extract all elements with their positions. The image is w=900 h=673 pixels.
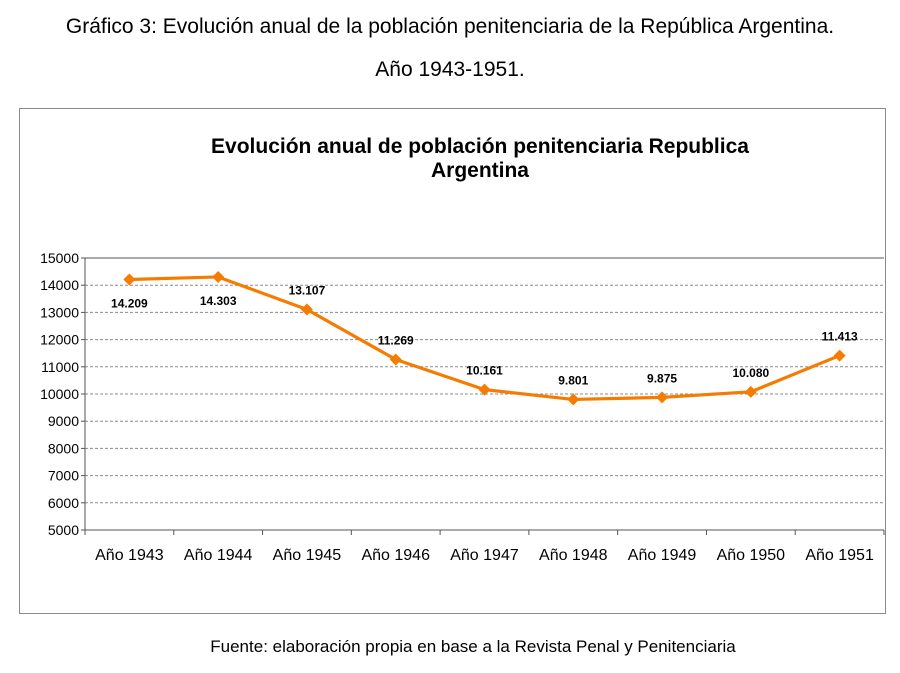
data-label: 9.875 xyxy=(647,371,677,385)
figure-caption-line2: Año 1943-1951. xyxy=(375,58,525,81)
y-tick-label: 5000 xyxy=(48,522,79,538)
line-chart: 15000 14000 13000 12000 11000 10000 9000 8000 70… xyxy=(40,250,885,564)
chart-title: Evolución anual de población penitenciar… xyxy=(211,135,749,182)
data-point-marker xyxy=(300,303,313,316)
data-label: 14.209 xyxy=(111,297,148,311)
x-tick-label: Año 1946 xyxy=(361,547,430,564)
data-point-marker xyxy=(656,391,669,404)
x-tick-label: Año 1943 xyxy=(95,547,164,564)
data-point-marker xyxy=(123,273,136,286)
y-tick-label: 8000 xyxy=(48,440,79,456)
x-tick-label: Año 1948 xyxy=(539,547,608,564)
x-tick-label: Año 1944 xyxy=(184,547,253,564)
data-point-marker xyxy=(389,353,402,366)
y-tick-label: 11000 xyxy=(41,359,79,375)
y-tick-label: 14000 xyxy=(40,277,79,293)
x-tick-label: Año 1950 xyxy=(717,547,786,564)
data-point-marker xyxy=(212,270,225,283)
figure-caption-line1: Gráfico 3: Evolución anual de la poblaci… xyxy=(65,15,835,38)
x-tick-label: Año 1949 xyxy=(628,547,697,564)
data-label: 11.413 xyxy=(822,330,858,344)
x-tick-label: Año 1947 xyxy=(450,547,519,564)
y-tick-label: 12000 xyxy=(40,332,79,348)
data-label: 14.303 xyxy=(200,294,237,308)
y-tick-label: 13000 xyxy=(40,304,79,320)
y-tick-label: 7000 xyxy=(48,468,79,484)
y-tick-label: 9000 xyxy=(48,413,79,429)
source-note: Fuente: elaboración propia en base a la … xyxy=(210,637,736,656)
y-tick-label: 6000 xyxy=(48,495,79,511)
data-label: 10.080 xyxy=(732,366,769,380)
y-tick-label: 15000 xyxy=(40,250,79,266)
data-label: 11.269 xyxy=(378,333,414,347)
x-tick-label: Año 1945 xyxy=(273,547,342,564)
data-label: 13.107 xyxy=(289,283,326,297)
chart-frame: Evolución anual de población penitenciar… xyxy=(19,108,886,614)
data-label: 10.161 xyxy=(466,364,503,378)
data-point-marker xyxy=(744,385,757,398)
data-point-marker xyxy=(833,349,846,362)
y-tick-label: 10000 xyxy=(40,386,79,402)
data-label: 9.801 xyxy=(558,373,588,387)
data-point-marker xyxy=(478,383,491,396)
x-tick-label: Año 1951 xyxy=(805,547,874,564)
data-point-marker xyxy=(567,393,580,406)
